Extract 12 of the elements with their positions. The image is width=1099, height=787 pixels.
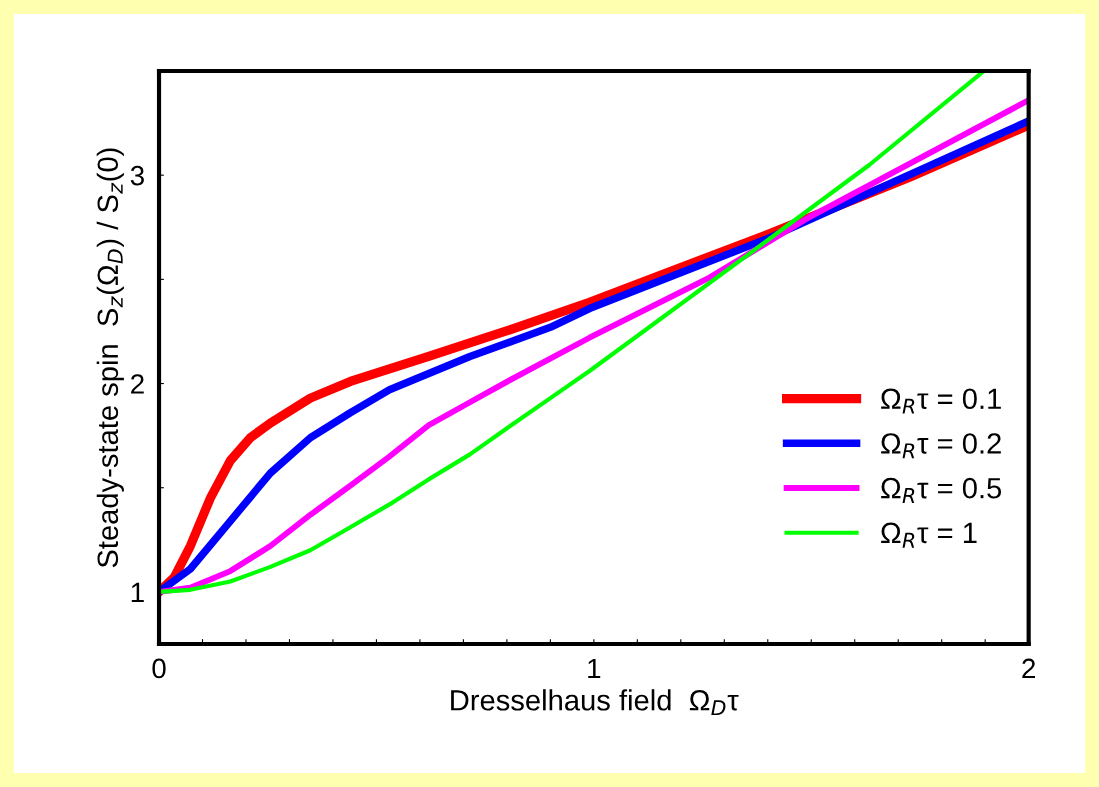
y-tick-label: 1: [131, 582, 144, 602]
legend-label: Ω$_{R}$τ = 1: [881, 522, 977, 548]
y-axis-title: Steady-state spin S$_{z}$(Ω$_{D}$) / S$_{z}$(0): [96, 148, 124, 568]
legend-label: Ω$_{R}$τ = 0.1: [881, 388, 1001, 414]
x-tick-label: 0: [152, 658, 166, 679]
y-tick-label: 2: [131, 374, 144, 394]
x-tick-label: 1: [588, 658, 601, 679]
legend-label: Ω$_{R}$τ = 0.2: [881, 433, 1001, 459]
x-tick-label: 2: [1022, 658, 1035, 679]
y-tick-label: 3: [130, 165, 144, 186]
legend-label: Ω$_{R}$τ = 0.5: [881, 477, 1002, 503]
x-axis-title: Dresselhaus field Ω$_{D}$τ: [451, 689, 739, 716]
